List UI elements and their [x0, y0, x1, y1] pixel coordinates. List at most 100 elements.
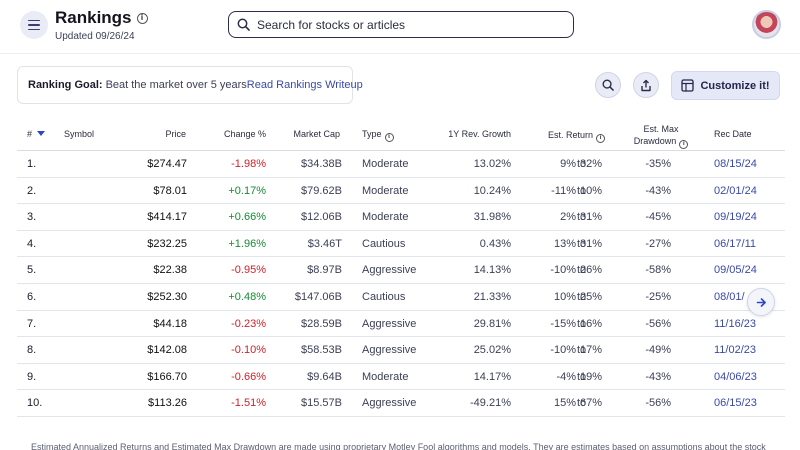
- info-icon[interactable]: i: [596, 133, 606, 143]
- est-return-low-cell: 10%: [553, 291, 576, 303]
- rec-date-link[interactable]: 09/19/24: [714, 211, 757, 224]
- col-header-rank[interactable]: #: [27, 128, 46, 140]
- header-divider: [0, 53, 800, 54]
- growth-cell: 14.13%: [473, 264, 511, 277]
- market-cap-cell: $3.46T: [307, 237, 342, 250]
- goal-value: Beat the market over 5 years: [105, 79, 247, 91]
- est-return-high-cell: 25%: [579, 291, 602, 303]
- col-header-rec-date[interactable]: Rec Date: [714, 129, 752, 139]
- est-return-high-cell: 10%: [579, 184, 602, 197]
- drawdown-cell: -43%: [645, 184, 671, 197]
- search-input[interactable]: [257, 17, 557, 32]
- customize-button[interactable]: Customize it!: [671, 71, 780, 100]
- type-cell: Aggressive: [362, 317, 417, 330]
- rank-cell: 4.: [27, 237, 37, 250]
- symbol-cell[interactable]: [65, 337, 125, 362]
- rec-date-link[interactable]: 06/15/23: [714, 397, 757, 410]
- symbol-cell[interactable]: [65, 204, 125, 229]
- table-row[interactable]: 7. $44.18 -0.23% $28.59B Aggressive 29.81% -15…: [17, 311, 785, 338]
- scroll-right-button[interactable]: [747, 288, 775, 316]
- table-row[interactable]: 1. $274.47 -1.98% $34.38B Moderate 13.02% 9% to…: [17, 151, 785, 178]
- price-cell: $44.18: [153, 317, 187, 330]
- symbol-cell[interactable]: [65, 257, 125, 282]
- price-cell: $78.01: [153, 184, 187, 197]
- chevron-right-icon: [756, 297, 766, 307]
- type-cell: Aggressive: [362, 397, 417, 410]
- change-cell: -0.23%: [231, 317, 266, 330]
- symbol-cell[interactable]: [65, 231, 125, 256]
- symbol-cell[interactable]: [65, 151, 125, 176]
- table-row[interactable]: 6. $252.30 +0.48% $147.06B Cautious 21.33% 10%…: [17, 284, 785, 311]
- est-return-high-cell: 17%: [579, 344, 602, 357]
- col-header-market-cap[interactable]: Market Cap: [293, 129, 340, 139]
- symbol-cell[interactable]: [65, 178, 125, 203]
- est-return-low-cell: 9%: [560, 158, 576, 170]
- avatar[interactable]: [752, 10, 781, 39]
- est-return-low-cell: 15%: [553, 397, 576, 410]
- rank-cell: 10.: [27, 397, 43, 410]
- col-header-growth[interactable]: 1Y Rev. Growth: [448, 129, 511, 139]
- drawdown-cell: -25%: [645, 291, 671, 303]
- rec-date-link[interactable]: 09/05/24: [714, 264, 757, 277]
- rank-cell: 3.: [27, 211, 37, 224]
- change-cell: +0.17%: [228, 184, 266, 197]
- type-cell: Moderate: [362, 184, 409, 197]
- rank-cell: 8.: [27, 344, 37, 357]
- table-row[interactable]: 10. $113.26 -1.51% $15.57B Aggressive -49.21%…: [17, 390, 785, 417]
- rec-date-link[interactable]: 06/17/11: [714, 237, 757, 250]
- col-header-type[interactable]: Type i: [362, 128, 394, 142]
- rec-date-link[interactable]: 11/02/23: [714, 344, 757, 357]
- rec-date-link[interactable]: 08/15/24: [714, 158, 757, 170]
- col-header-drawdown[interactable]: Est. Max Drawdown i: [631, 123, 691, 149]
- table-search-button[interactable]: [595, 72, 621, 98]
- info-icon[interactable]: i: [136, 12, 148, 24]
- search-box[interactable]: [228, 11, 574, 38]
- type-cell: Aggressive: [362, 344, 417, 357]
- rec-date-link[interactable]: 11/16/23: [714, 317, 757, 330]
- col-header-price[interactable]: Price: [165, 129, 186, 139]
- col-header-symbol[interactable]: Symbol: [64, 129, 95, 139]
- est-return-low-cell: -15%: [550, 317, 576, 330]
- growth-cell: 29.81%: [473, 317, 511, 330]
- page-title-wrap: Rankings i: [55, 8, 148, 28]
- read-writeup-link[interactable]: Read Rankings Writeup: [246, 79, 363, 91]
- table-row[interactable]: 9. $166.70 -0.66% $9.64B Moderate 14.17% -4% to…: [17, 364, 785, 391]
- change-cell: +0.66%: [228, 211, 266, 224]
- symbol-cell[interactable]: [65, 390, 125, 415]
- table-row[interactable]: 3. $414.17 +0.66% $12.06B Moderate 31.98% 2% to…: [17, 204, 785, 231]
- col-header-est-return[interactable]: Est. Return i: [548, 129, 606, 143]
- change-cell: +0.48%: [228, 291, 266, 303]
- rank-cell: 1.: [27, 158, 37, 170]
- table-row[interactable]: 5. $22.38 -0.95% $8.97B Aggressive 14.13% -10%…: [17, 257, 785, 284]
- change-cell: -0.95%: [231, 264, 266, 277]
- symbol-cell[interactable]: [65, 311, 125, 336]
- drawdown-cell: -27%: [645, 237, 671, 250]
- rec-date-link[interactable]: 08/01/: [714, 291, 745, 303]
- table-row[interactable]: 2. $78.01 +0.17% $79.62B Moderate 10.24% -11% t…: [17, 178, 785, 205]
- market-cap-cell: $12.06B: [301, 211, 342, 224]
- est-return-high-cell: 31%: [579, 237, 602, 250]
- est-return-to-cell: to: [577, 264, 587, 277]
- rank-cell: 6.: [27, 291, 37, 303]
- drawdown-cell: -35%: [645, 158, 671, 170]
- info-icon[interactable]: i: [679, 139, 689, 149]
- est-return-low-cell: -10%: [550, 264, 576, 277]
- symbol-cell[interactable]: [65, 364, 125, 389]
- table-row[interactable]: 8. $142.08 -0.10% $58.53B Aggressive 25.02% -1…: [17, 337, 785, 364]
- type-cell: Cautious: [362, 291, 406, 303]
- col-header-change[interactable]: Change %: [223, 129, 266, 139]
- share-icon: [641, 79, 651, 91]
- rec-date-link[interactable]: 02/01/24: [714, 184, 757, 197]
- symbol-cell[interactable]: [65, 284, 125, 309]
- table-row[interactable]: 4. $232.25 +1.96% $3.46T Cautious 0.43% 13% to 3…: [17, 231, 785, 258]
- est-return-low-cell: -10%: [550, 344, 576, 357]
- menu-button[interactable]: [20, 11, 48, 39]
- type-cell: Cautious: [362, 237, 406, 250]
- change-cell: +1.96%: [228, 237, 266, 250]
- info-icon[interactable]: i: [384, 132, 394, 142]
- est-return-to-cell: to: [577, 370, 587, 383]
- change-cell: -1.51%: [231, 397, 266, 410]
- updated-date: Updated 09/26/24: [55, 31, 135, 42]
- rec-date-link[interactable]: 04/06/23: [714, 370, 757, 383]
- share-button[interactable]: [633, 72, 659, 98]
